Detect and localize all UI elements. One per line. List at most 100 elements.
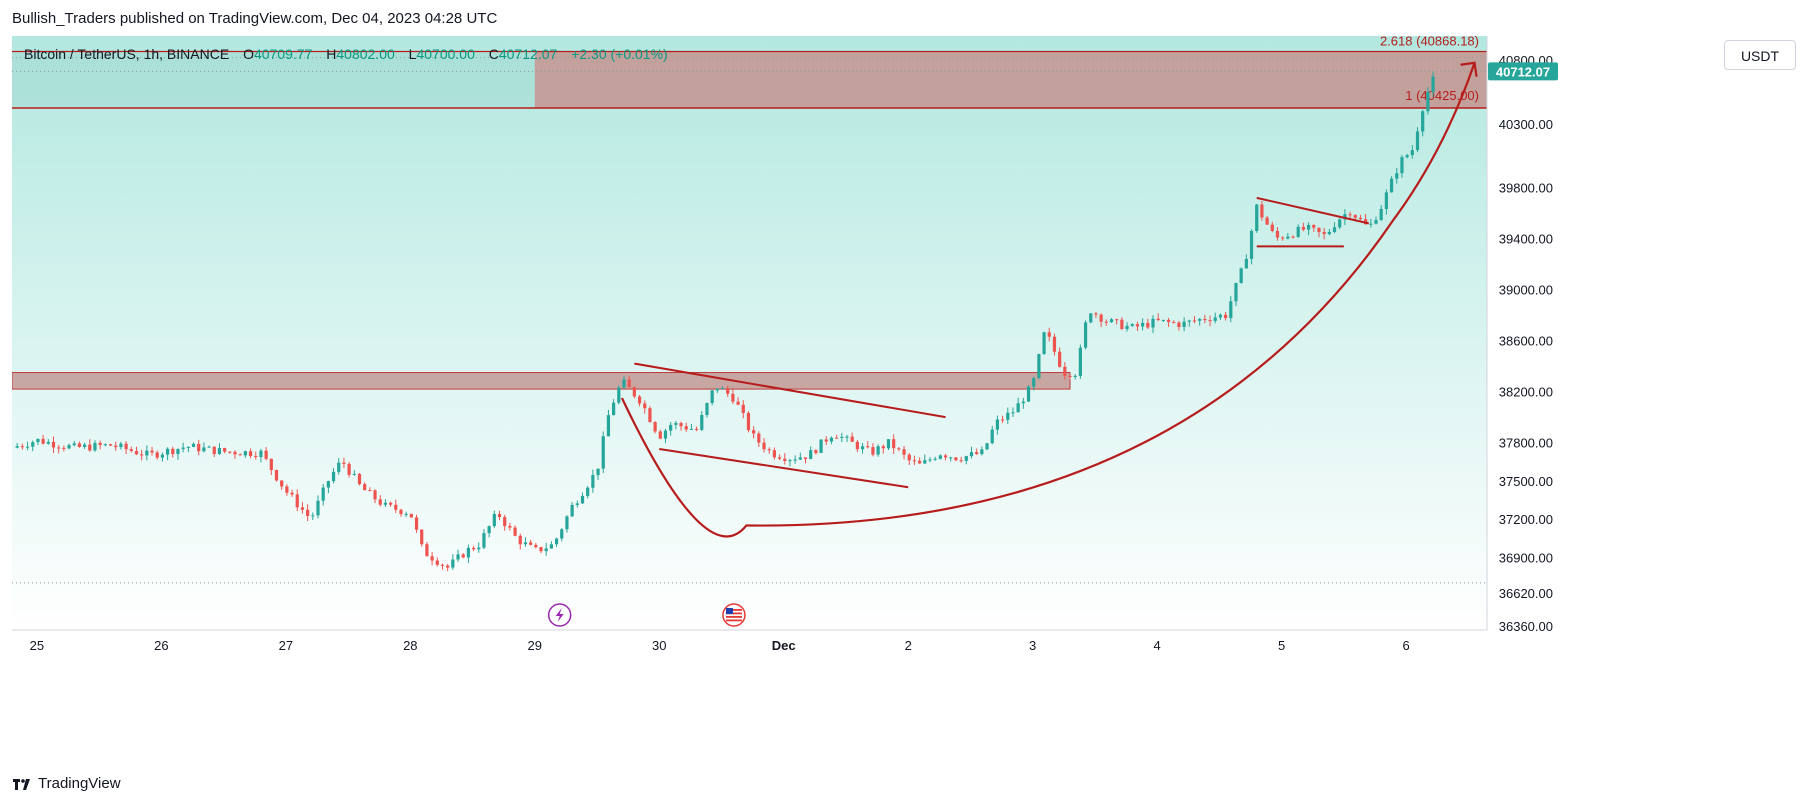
candle-up xyxy=(1249,230,1254,259)
candle-down xyxy=(746,412,751,431)
candle-up xyxy=(710,390,714,404)
candle-down xyxy=(62,447,66,449)
candle-down xyxy=(529,542,533,545)
wedge-lower-line[interactable] xyxy=(659,448,909,489)
candle-up xyxy=(36,438,40,443)
candle-up xyxy=(1239,268,1243,283)
candle-down xyxy=(835,437,839,439)
candle-up xyxy=(586,487,590,496)
trend-arrow-line[interactable] xyxy=(1392,62,1476,221)
candle-up xyxy=(840,436,844,438)
candle-down xyxy=(197,443,201,452)
candle-down xyxy=(171,448,175,455)
candle-up xyxy=(1286,236,1290,239)
candle-down xyxy=(892,439,896,449)
candle-down xyxy=(1068,375,1072,377)
us-flag-event-icon[interactable] xyxy=(722,603,746,627)
candle-down xyxy=(430,556,434,561)
resistance-zone[interactable] xyxy=(534,51,1487,109)
candle-up xyxy=(1006,412,1010,420)
candle-up xyxy=(1244,258,1248,269)
candle-up xyxy=(819,439,823,453)
ohlc-legend: Bitcoin / TetherUS, 1h, BINANCE O40709.7… xyxy=(24,46,668,62)
candle-up xyxy=(1182,321,1186,327)
candle-up xyxy=(845,436,849,438)
candle-up xyxy=(311,515,315,517)
candle-up xyxy=(404,513,408,515)
cup-curve[interactable] xyxy=(620,218,1395,538)
candle-down xyxy=(435,560,439,565)
candle-down xyxy=(503,517,507,526)
candle-up xyxy=(1395,173,1399,179)
candle-down xyxy=(124,443,128,450)
candle-down xyxy=(959,460,963,462)
candle-down xyxy=(752,430,756,434)
high-label: H xyxy=(326,46,337,62)
candle-down xyxy=(347,463,351,475)
candle-up xyxy=(492,513,496,527)
chart-area[interactable]: 2.618 (40868.18) 1 (40425.00) 40800.00 403… xyxy=(11,34,1802,766)
candle-down xyxy=(741,404,745,413)
wedge-upper-line[interactable] xyxy=(634,362,946,419)
candle-down xyxy=(420,529,424,545)
candle-down xyxy=(850,436,854,442)
candle-up xyxy=(165,448,170,455)
candle-down xyxy=(762,442,766,450)
candle-up xyxy=(565,516,569,530)
candle-down xyxy=(513,527,517,536)
candle-up xyxy=(715,388,719,391)
support-zone[interactable] xyxy=(11,372,1071,390)
fib-label: 2.618 (40868.18) xyxy=(1380,36,1479,49)
candle-down xyxy=(803,457,808,460)
candle-up xyxy=(1338,219,1342,228)
currency-button[interactable]: USDT xyxy=(1724,40,1796,70)
candle-up xyxy=(669,424,673,431)
candle-up xyxy=(145,450,149,456)
time-tick-label: 26 xyxy=(154,638,168,653)
candle-up xyxy=(876,446,880,455)
candle-down xyxy=(1156,318,1160,321)
symbol-label[interactable]: Bitcoin / TetherUS, 1h, BINANCE xyxy=(24,46,230,62)
candle-up xyxy=(1125,325,1129,330)
candle-up xyxy=(923,460,927,464)
price-tick-label: 36360.00 xyxy=(1499,619,1553,634)
candle-down xyxy=(212,446,216,455)
candle-down xyxy=(1348,214,1352,216)
tradingview-brand[interactable]: TradingView xyxy=(12,775,121,792)
candle-up xyxy=(331,471,336,482)
lightning-event-icon[interactable] xyxy=(547,603,572,627)
candle-down xyxy=(1223,314,1228,319)
candle-down xyxy=(238,454,242,456)
candle-up xyxy=(207,446,211,448)
candle-down xyxy=(684,426,688,430)
candle-up xyxy=(1073,375,1077,377)
chart-background xyxy=(12,36,1487,630)
candle-up xyxy=(181,447,185,449)
open-value: 40709.77 xyxy=(253,46,313,62)
candle-up xyxy=(1405,155,1409,158)
candle-down xyxy=(150,450,154,453)
time-tick-label: 4 xyxy=(1154,638,1161,653)
candle-up xyxy=(482,533,486,548)
candle-up xyxy=(1431,76,1435,92)
candlestick-chart[interactable]: 2.618 (40868.18)1 (40425.00) 40800.00403… xyxy=(11,34,1802,766)
candle-down xyxy=(824,439,828,442)
candle-up xyxy=(46,441,50,444)
candle-down xyxy=(98,442,102,446)
candle-up xyxy=(383,502,388,505)
flag-upper-line[interactable] xyxy=(1256,196,1369,225)
candle-up xyxy=(67,445,71,449)
candle-down xyxy=(855,441,859,450)
candle-down xyxy=(643,403,647,409)
price-tick-label: 37200.00 xyxy=(1499,512,1553,527)
candle-up xyxy=(243,451,247,456)
candle-up xyxy=(1151,318,1155,328)
candle-down xyxy=(534,544,538,548)
candle-down xyxy=(20,446,24,448)
candle-down xyxy=(41,438,45,444)
candle-up xyxy=(1255,204,1259,231)
candle-down xyxy=(461,554,465,558)
candle-down xyxy=(114,445,118,448)
candle-up xyxy=(606,415,611,437)
candle-up xyxy=(1296,226,1300,237)
